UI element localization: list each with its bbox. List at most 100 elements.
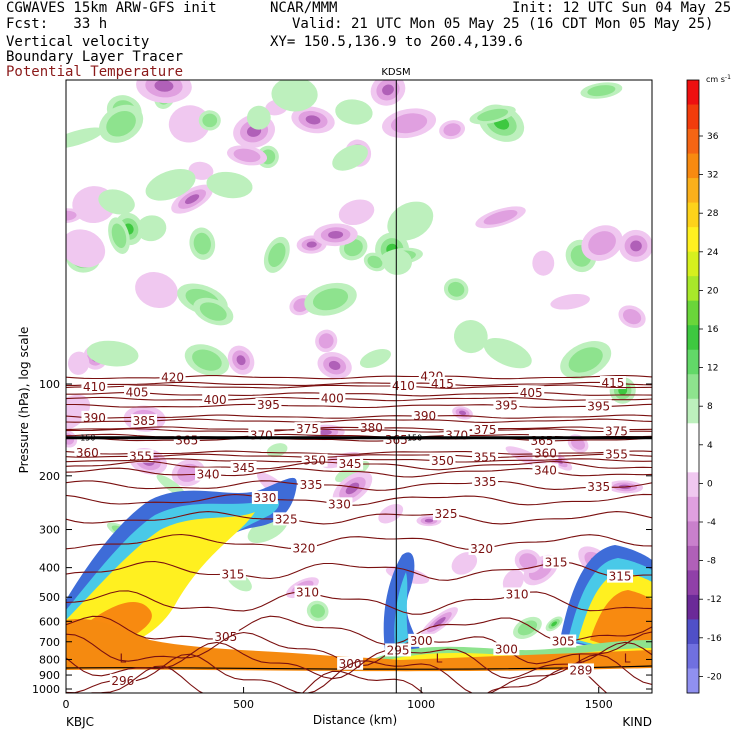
colorbar-swatch (687, 594, 699, 620)
theta-label-bg (585, 480, 612, 494)
theta-label-bg (429, 454, 456, 468)
theta-label-bg (408, 633, 435, 647)
colorbar-tick-label: 28 (707, 209, 719, 219)
theta-label-bg (433, 507, 460, 521)
velocity-cell (378, 503, 404, 524)
velocity-cell (98, 189, 135, 215)
velocity-cell (184, 194, 200, 205)
theta-label-bg (219, 567, 246, 581)
theta-label: 405 (126, 386, 149, 400)
y-axis-title: Pressure (hPa), log scale (17, 327, 31, 474)
low-marker: L (578, 652, 585, 666)
terrain-ground (66, 668, 652, 693)
velocity-cell (306, 241, 317, 248)
velocity-cell (328, 360, 341, 371)
velocity-cell (335, 99, 373, 125)
colorbar-tick-label: 20 (707, 286, 719, 296)
colorbar-swatch (687, 251, 699, 277)
theta-label: 360 (534, 447, 557, 461)
velocity-cell (66, 229, 106, 268)
theta-contour (66, 493, 652, 506)
y-tick-label: 1000 (32, 683, 60, 696)
theta-label: 395 (257, 398, 280, 412)
theta-label: 305 (214, 630, 237, 644)
theta-label-bg (472, 475, 499, 489)
velocity-cell (106, 111, 136, 137)
chart-title: KDSM (381, 67, 410, 78)
field-label-potential-temperature: Potential Temperature (6, 64, 184, 80)
theta-contour (66, 453, 652, 458)
velocity-cell (135, 272, 178, 309)
theta-label-bg (255, 397, 282, 411)
velocity-cell (551, 621, 558, 627)
theta-label-bg (411, 408, 438, 422)
colorbar-swatch (687, 178, 699, 204)
velocity-cell (502, 569, 524, 593)
velocity-cell (519, 553, 538, 570)
init-time: Init: 12 UTC Sun 04 May 25 (512, 0, 732, 16)
velocity-cell (382, 249, 412, 275)
theta-label-bg (81, 410, 108, 424)
theta-label-bg (358, 420, 385, 434)
colorbar-frame (686, 79, 700, 694)
theta-label-bg (429, 376, 456, 390)
y-tick-label: 500 (39, 591, 60, 604)
tropopause-label: 150 (407, 434, 422, 443)
velocity-cell (266, 443, 288, 458)
velocity-cell (202, 113, 218, 128)
velocity-cell (447, 281, 465, 297)
model-title: CGWAVES 15km ARW-GFS init (6, 0, 217, 16)
colorbar-tick-label: 4 (707, 441, 713, 451)
theta-label-bg (390, 379, 417, 393)
theta-label: 296 (111, 674, 134, 688)
velocity-cell (136, 215, 167, 242)
velocity-cell (483, 337, 532, 369)
theta-label-bg (319, 391, 346, 405)
colorbar-swatch (687, 643, 699, 669)
velocity-cell (453, 320, 488, 354)
theta-label-bg (603, 424, 630, 438)
theta-label: 315 (221, 567, 244, 581)
theta-label: 315 (609, 570, 632, 584)
theta-label-bg (504, 587, 531, 601)
colorbar-tick-label: -16 (707, 634, 722, 644)
theta-label: 410 (83, 380, 106, 394)
y-tick-label: 400 (39, 562, 60, 575)
velocity-cell (247, 105, 271, 130)
colorbar-tick-label: 32 (707, 171, 718, 181)
cross-section-xy: XY= 150.5,136.9 to 260.4,139.6 (270, 34, 523, 50)
x-axis: 0 500 1000 1500 (63, 687, 613, 711)
theta-contour (66, 480, 652, 491)
theta-label-bg (290, 541, 317, 555)
velocity-cell (332, 144, 368, 171)
plot-frame (65, 79, 653, 694)
colorbar-swatch (687, 300, 699, 326)
velocity-cell (305, 115, 321, 125)
colorbar-tick-label: -4 (707, 518, 716, 528)
theta-label-bg (251, 491, 278, 505)
velocity-cell (268, 242, 286, 267)
theta-label: 405 (520, 386, 543, 400)
velocity-cell (345, 482, 360, 495)
theta-label-bg (493, 642, 520, 656)
theta-contour (66, 418, 652, 423)
theta-label-bg (294, 585, 321, 599)
theta-label: 415 (431, 377, 454, 391)
low-marker: L (624, 652, 631, 666)
theta-label: 325 (435, 507, 458, 521)
colorbar-tick-label: 36 (707, 132, 719, 142)
velocity-cell (156, 474, 186, 497)
theta-contour (66, 414, 652, 419)
colorbar-tick-label: 16 (707, 325, 719, 335)
theta-label: 335 (587, 480, 610, 494)
theta-label-bg (493, 398, 520, 412)
colorbar-swatch (687, 325, 699, 351)
colorbar-swatch (687, 129, 699, 155)
theta-contour (66, 428, 652, 433)
velocity-cell (390, 113, 428, 134)
velocity-cell (477, 108, 509, 122)
theta-label-bg (298, 477, 325, 491)
theta-label-bg (273, 512, 300, 526)
